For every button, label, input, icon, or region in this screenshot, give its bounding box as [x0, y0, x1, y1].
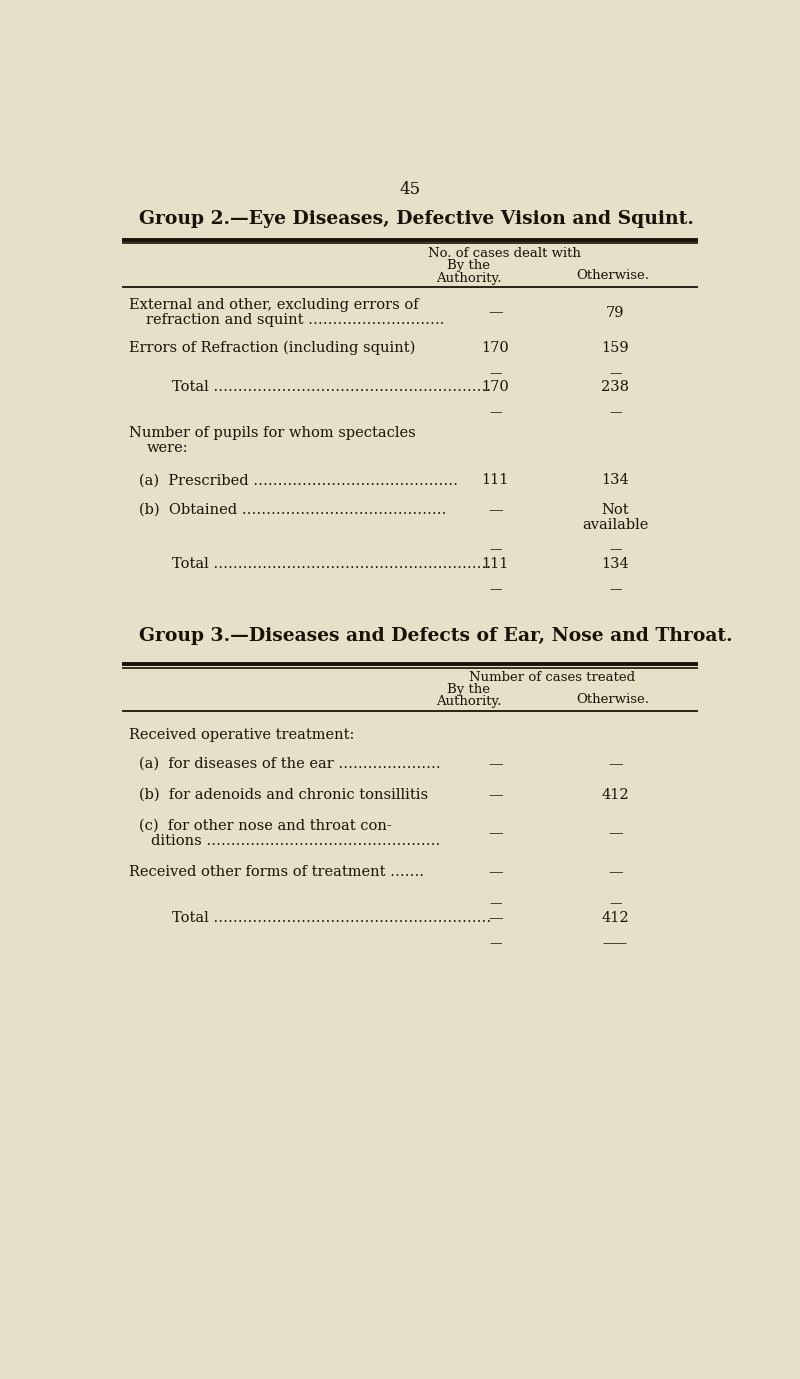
Text: —: —: [609, 367, 622, 381]
Text: 111: 111: [482, 473, 509, 488]
Text: —: —: [609, 405, 622, 419]
Text: were:: were:: [146, 441, 188, 455]
Text: By the: By the: [447, 259, 490, 273]
Text: ditions …………………………………………: ditions …………………………………………: [151, 834, 441, 848]
Text: Total …………………………………………………: Total …………………………………………………: [172, 912, 491, 925]
Text: 111: 111: [482, 557, 509, 571]
Text: 134: 134: [602, 473, 630, 488]
Text: —: —: [609, 583, 622, 596]
Text: 170: 170: [482, 341, 509, 354]
Text: —: —: [609, 543, 622, 556]
Text: Total …………………………………………………: Total …………………………………………………: [172, 379, 491, 393]
Text: Number of pupils for whom spectacles: Number of pupils for whom spectacles: [130, 426, 416, 440]
Text: 79: 79: [606, 306, 625, 320]
Text: —: —: [488, 826, 502, 840]
Text: —: —: [608, 826, 622, 840]
Text: available: available: [582, 519, 649, 532]
Text: Total …………………………………………………: Total …………………………………………………: [172, 557, 491, 571]
Text: —: —: [488, 306, 502, 320]
Text: 170: 170: [482, 379, 509, 393]
Text: Authority.: Authority.: [436, 272, 502, 284]
Text: Group 2.—Eye Diseases, Defective Vision and Squint.: Group 2.—Eye Diseases, Defective Vision …: [138, 210, 694, 228]
Text: 412: 412: [602, 787, 629, 801]
Text: —: —: [488, 912, 502, 925]
Text: Otherwise.: Otherwise.: [577, 269, 650, 283]
Text: (b)  Obtained ……………………………………: (b) Obtained ……………………………………: [138, 503, 446, 517]
Text: —: —: [488, 865, 502, 878]
Text: (a)  Prescribed ……………………………………: (a) Prescribed ……………………………………: [138, 473, 458, 488]
Text: No. of cases dealt with: No. of cases dealt with: [428, 247, 581, 261]
Text: (c)  for other nose and throat con-: (c) for other nose and throat con-: [138, 819, 391, 833]
Text: —: —: [608, 865, 622, 878]
Text: 134: 134: [602, 557, 630, 571]
Text: (a)  for diseases of the ear …………………: (a) for diseases of the ear …………………: [138, 757, 441, 771]
Text: Number of cases treated: Number of cases treated: [469, 670, 634, 684]
Text: ——: ——: [603, 936, 628, 950]
Text: Otherwise.: Otherwise.: [577, 692, 650, 706]
Text: —: —: [489, 936, 502, 950]
Text: —: —: [489, 405, 502, 419]
Text: By the: By the: [447, 683, 490, 696]
Text: —: —: [488, 503, 502, 517]
Text: —: —: [489, 543, 502, 556]
Text: Errors of Refraction (including squint): Errors of Refraction (including squint): [130, 341, 416, 356]
Text: Authority.: Authority.: [436, 695, 502, 709]
Text: Received operative treatment:: Received operative treatment:: [130, 728, 355, 742]
Text: —: —: [608, 757, 622, 771]
Text: 159: 159: [602, 341, 629, 354]
Text: 412: 412: [602, 912, 629, 925]
Text: —: —: [488, 787, 502, 801]
Text: Received other forms of treatment …….: Received other forms of treatment …….: [130, 865, 425, 878]
Text: —: —: [488, 757, 502, 771]
Text: —: —: [489, 896, 502, 910]
Text: Group 3.—Diseases and Defects of Ear, Nose and Throat.: Group 3.—Diseases and Defects of Ear, No…: [138, 627, 732, 645]
Text: 238: 238: [602, 379, 630, 393]
Text: —: —: [609, 896, 622, 910]
Text: External and other, excluding errors of: External and other, excluding errors of: [130, 298, 419, 312]
Text: —: —: [489, 367, 502, 381]
Text: (b)  for adenoids and chronic tonsillitis: (b) for adenoids and chronic tonsillitis: [138, 787, 428, 801]
Text: 45: 45: [399, 181, 421, 197]
Text: Not: Not: [602, 503, 629, 517]
Text: —: —: [489, 583, 502, 596]
Text: refraction and squint ……………………….: refraction and squint ……………………….: [146, 313, 445, 327]
